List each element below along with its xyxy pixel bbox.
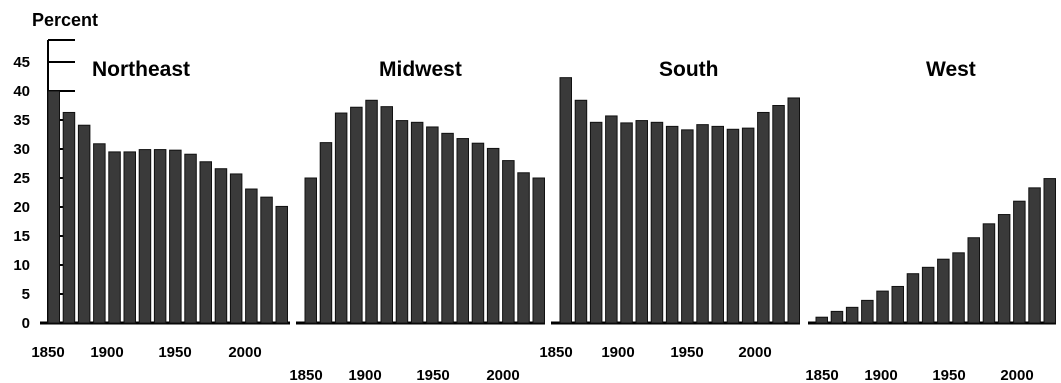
bar-south-1990	[772, 105, 785, 324]
x-tick-label: 1850	[539, 344, 572, 361]
bar-west-1930	[937, 258, 950, 324]
bar-northeast-1930	[169, 149, 182, 324]
bar-northeast-1910	[138, 149, 152, 324]
y-tick-label: 40	[13, 83, 30, 100]
bar-midwest-1860	[319, 142, 333, 324]
y-tick-label: 20	[13, 199, 30, 216]
y-tick-label: 30	[13, 141, 30, 158]
bar-northeast-1960	[214, 168, 228, 324]
x-tick-label: 1850	[31, 344, 64, 361]
x-tick-label: 1850	[805, 367, 838, 383]
bar-west-1900	[891, 285, 904, 324]
x-tick-label: 1950	[158, 344, 191, 361]
bar-northeast-1940	[184, 153, 197, 324]
bar-midwest-1930	[426, 126, 439, 324]
bar-west-1980	[1013, 200, 1026, 324]
x-tick-label: 1950	[670, 344, 703, 361]
bar-south-1980	[757, 111, 770, 324]
x-tick-label: 2000	[228, 344, 261, 361]
bar-northeast-1880	[93, 143, 106, 324]
x-tick-label: 1900	[348, 367, 381, 383]
bar-west-1890	[876, 290, 889, 324]
bar-northeast-1950	[199, 161, 212, 324]
y-tick-label: 0	[22, 315, 30, 332]
bar-midwest-1980	[502, 160, 515, 324]
bar-west-2000	[1043, 178, 1056, 324]
bar-northeast-1870	[77, 124, 91, 324]
x-tick-label: 1900	[601, 344, 634, 361]
bar-south-1910	[650, 121, 664, 324]
bar-northeast-1990	[260, 196, 273, 324]
bar-midwest-1880	[350, 106, 363, 324]
x-tick-label: 1950	[932, 367, 965, 383]
bar-south-1960	[726, 128, 740, 324]
bar-midwest-1850	[304, 177, 317, 324]
bar-northeast-1970	[229, 173, 243, 324]
bar-south-1970	[741, 127, 755, 324]
bar-midwest-1910	[395, 120, 409, 324]
bars	[47, 77, 1056, 324]
bar-south-1850	[559, 77, 572, 324]
bar-northeast-1900	[123, 151, 136, 324]
bar-northeast-2000	[275, 205, 288, 324]
bar-west-1960	[982, 223, 996, 324]
bar-midwest-1990	[517, 172, 530, 324]
bar-south-2000	[787, 97, 800, 324]
bar-west-1860	[830, 310, 844, 324]
x-tick-label: 2000	[1000, 367, 1033, 383]
bar-midwest-1940	[441, 132, 454, 324]
bar-south-1930	[681, 129, 694, 324]
bar-west-1910	[906, 273, 920, 324]
bar-south-1920	[665, 125, 679, 324]
bar-west-1940	[952, 252, 965, 324]
bar-northeast-1860	[62, 111, 76, 324]
bar-northeast-1890	[108, 151, 121, 324]
bar-west-1950	[967, 237, 980, 324]
bar-south-1890	[620, 122, 633, 324]
bar-south-1950	[711, 125, 724, 324]
bar-midwest-1920	[410, 121, 424, 324]
y-tick-label: 25	[13, 170, 30, 187]
y-tick-label: 45	[13, 54, 30, 71]
bar-west-1870	[845, 306, 859, 324]
bar-west-1880	[861, 299, 874, 324]
bar-midwest-1900	[380, 106, 393, 324]
bar-northeast-1980	[245, 188, 258, 324]
bar-west-1970	[997, 214, 1011, 324]
bar-midwest-1950	[456, 138, 469, 324]
labels: 0 5 10 15 20 25 30 35 40 45 Northeast 1850 1900 1950 2…	[13, 54, 1033, 383]
bar-northeast-1850	[47, 90, 60, 324]
y-tick-label: 5	[22, 286, 30, 303]
bar-midwest-1890	[365, 99, 378, 324]
bar-midwest-1960	[471, 142, 485, 324]
bar-midwest-1870	[334, 112, 348, 324]
x-tick-label: 1950	[416, 367, 449, 383]
bar-south-1900	[635, 120, 648, 324]
x-tick-label: 1900	[90, 344, 123, 361]
bar-south-1880	[605, 115, 618, 324]
y-axis-label: Percent	[32, 10, 98, 30]
bar-south-1870	[589, 121, 603, 324]
panel-title: West	[926, 58, 976, 81]
x-tick-label: 2000	[738, 344, 771, 361]
bar-west-1850	[815, 316, 828, 324]
x-tick-label: 1900	[864, 367, 897, 383]
bar-south-1860	[574, 99, 588, 324]
y-tick-label: 10	[13, 257, 30, 274]
y-tick-label: 15	[13, 228, 30, 245]
bar-midwest-2000	[532, 177, 545, 324]
panel-title: Northeast	[92, 58, 190, 81]
panel-title: Midwest	[379, 58, 462, 81]
y-tick-label: 35	[13, 112, 30, 129]
panel-title: South	[659, 58, 718, 81]
bar-south-1940	[696, 124, 709, 324]
x-tick-label: 1850	[289, 367, 322, 383]
bar-west-1920	[921, 266, 935, 324]
bar-midwest-1970	[486, 147, 500, 324]
bar-west-1990	[1028, 187, 1041, 324]
bar-northeast-1920	[153, 149, 167, 324]
x-tick-label: 2000	[486, 367, 519, 383]
